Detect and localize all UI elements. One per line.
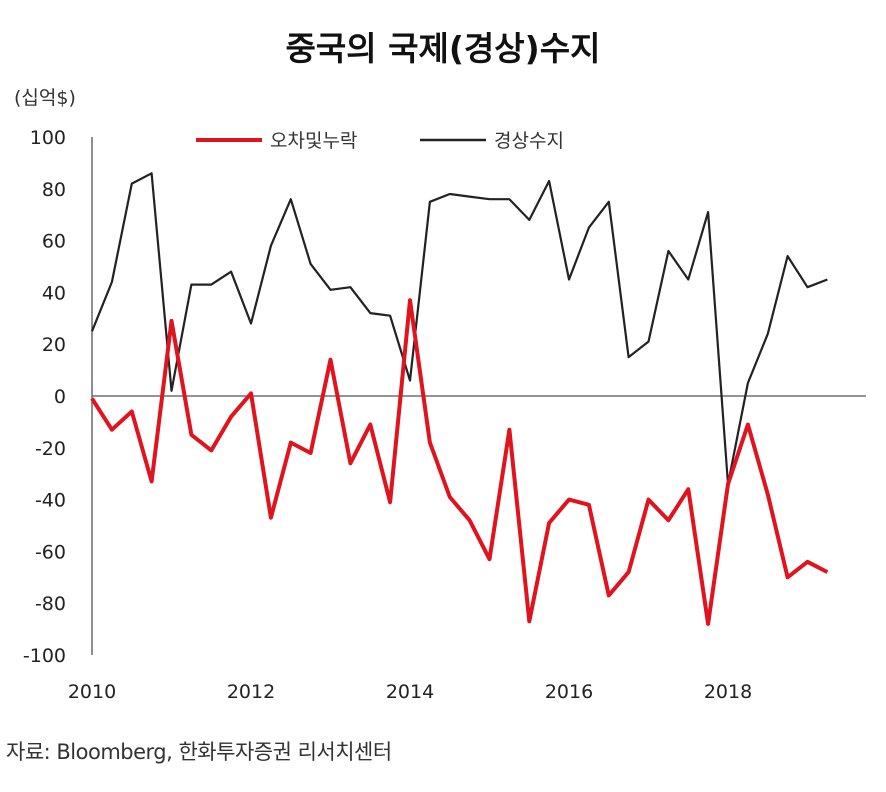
source-note: 자료: Bloomberg, 한화투자증권 리서치센터 xyxy=(6,740,392,764)
x-tick-label: 2014 xyxy=(386,681,434,703)
y-tick-label: 40 xyxy=(42,282,66,304)
series-lines xyxy=(90,172,829,626)
y-tick-label: -60 xyxy=(35,541,66,563)
y-tick-label: 80 xyxy=(42,179,66,201)
y-tick-label: 20 xyxy=(42,334,66,356)
y-tick-label: -20 xyxy=(35,438,66,460)
series-line-errors-omissions xyxy=(90,298,829,626)
y-tick-label: 100 xyxy=(30,127,66,149)
x-tick-label: 2010 xyxy=(68,681,116,703)
y-tick-label: -40 xyxy=(35,490,66,512)
legend-label-current-account: 경상수지 xyxy=(494,130,564,152)
legend-label-errors-omissions: 오차및누락 xyxy=(270,130,357,152)
chart-title: 중국의 국제(경상)수지 xyxy=(285,29,601,68)
y-tick-label: -80 xyxy=(35,593,66,615)
y-tick-labels: 100 80 60 40 20 0 -20 -40 -60 -80 -100 xyxy=(23,127,66,667)
x-tick-labels: 2010 2012 2014 2016 2018 xyxy=(68,681,752,703)
x-tick-label: 2018 xyxy=(704,681,752,703)
y-tick-label: 60 xyxy=(42,231,66,253)
series-line-current-account xyxy=(90,172,828,486)
x-tick-label: 2016 xyxy=(545,681,593,703)
y-tick-label: 0 xyxy=(54,386,66,408)
y-axis-unit-label: (십억$) xyxy=(14,87,76,109)
y-tick-label: -100 xyxy=(23,645,66,667)
x-tick-label: 2012 xyxy=(227,681,275,703)
axes xyxy=(91,137,866,655)
legend: 오차및누락 경상수지 xyxy=(196,130,564,152)
